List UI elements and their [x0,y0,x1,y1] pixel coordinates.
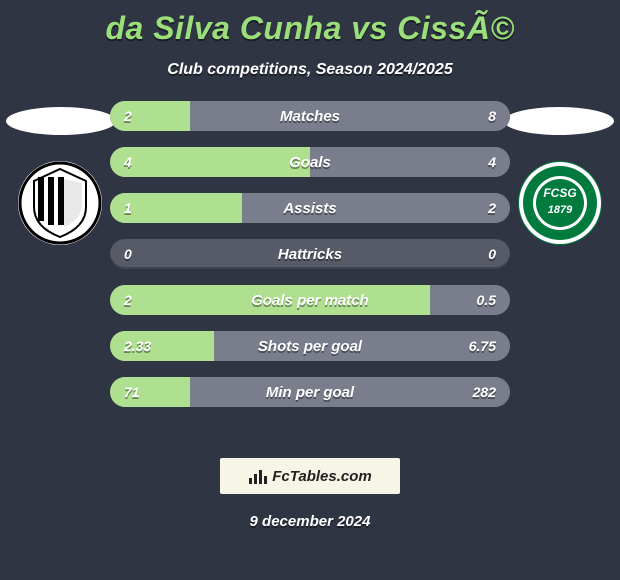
stat-label: Assists [110,193,510,223]
page-subtitle: Club competitions, Season 2024/2025 [0,61,620,79]
stat-value-right: 282 [473,377,496,407]
team-badge-right: FCSG 1879 [518,161,602,245]
stat-label: Shots per goal [110,331,510,361]
stat-value-right: 0.5 [477,285,496,315]
stat-row: Hattricks0 0 [110,239,510,269]
stat-value-left: 4 [124,147,132,177]
stat-row: Goals per match2 0.5 [110,285,510,315]
stat-row: Min per goal71 282 [110,377,510,407]
footer-logo: FcTables.com [220,458,400,494]
shield-icon [18,161,102,245]
stat-row: Matches2 8 [110,101,510,131]
player-marker-left [6,107,116,135]
stat-value-right: 8 [488,101,496,131]
content-container: da Silva Cunha vs CissÃ© Club competitio… [0,0,620,580]
stat-value-left: 1 [124,193,132,223]
stat-label: Min per goal [110,377,510,407]
stat-row: Assists1 2 [110,193,510,223]
stat-value-left: 2 [124,285,132,315]
stat-value-left: 0 [124,239,132,269]
stat-value-right: 0 [488,239,496,269]
stat-bars: Matches28Goals44Assists12Hattricks00Goal… [110,101,510,407]
stat-label: Goals [110,147,510,177]
stat-value-right: 4 [488,147,496,177]
svg-text:FCSG: FCSG [543,186,576,200]
team-badge-left [18,161,102,245]
stat-value-left: 71 [124,377,140,407]
player-marker-right [504,107,614,135]
footer-logo-text: FcTables.com [272,468,371,485]
stat-label: Hattricks [110,239,510,269]
comparison-arena: FCSG 1879 Matches28Goals44Assists12Hattr… [0,101,620,441]
stat-row: Shots per goal2.33 6.75 [110,331,510,361]
stat-value-right: 2 [488,193,496,223]
stat-value-left: 2 [124,101,132,131]
page-title: da Silva Cunha vs CissÃ© [0,0,620,47]
date-label: 9 december 2024 [0,513,620,530]
stat-value-right: 6.75 [469,331,496,361]
stat-label: Goals per match [110,285,510,315]
stat-label: Matches [110,101,510,131]
bar-chart-icon [248,468,268,484]
svg-text:1879: 1879 [548,204,573,216]
stat-row: Goals4 4 [110,147,510,177]
stat-value-left: 2.33 [124,331,151,361]
club-crest-icon: FCSG 1879 [518,161,602,245]
